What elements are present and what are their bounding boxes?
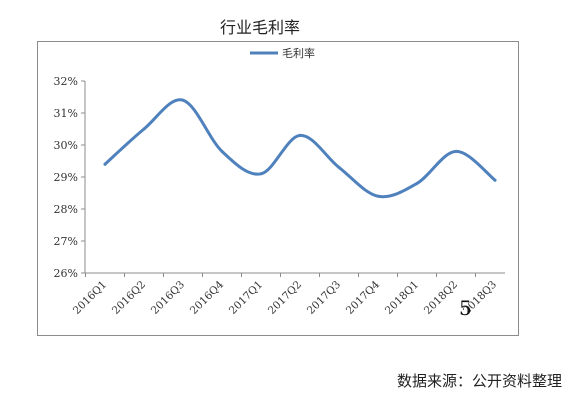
chart-legend: 毛利率 bbox=[250, 46, 315, 60]
data-point bbox=[337, 165, 341, 169]
page-number: 5 bbox=[459, 296, 472, 320]
y-tick-label: 27% bbox=[54, 235, 78, 248]
data-point bbox=[298, 133, 302, 137]
x-tick-label: 2017Q4 bbox=[344, 278, 382, 316]
chart-frame bbox=[37, 41, 519, 336]
data-point bbox=[493, 178, 497, 182]
data-point bbox=[142, 127, 146, 131]
x-tick-label: 2017Q1 bbox=[227, 279, 265, 317]
data-point bbox=[220, 149, 224, 153]
x-tick-label: 2017Q3 bbox=[305, 279, 343, 317]
data-point bbox=[454, 149, 458, 153]
data-point bbox=[181, 98, 185, 102]
y-tick-label: 29% bbox=[54, 171, 78, 184]
y-tick-label: 31% bbox=[54, 107, 78, 120]
y-tick-label: 30% bbox=[54, 139, 78, 152]
y-tick-label: 26% bbox=[54, 267, 78, 280]
y-axis-ticks: 26% 27% 28% 29% 30% 31% 32% bbox=[54, 75, 85, 280]
x-tick-label: 2016Q3 bbox=[149, 279, 187, 317]
series-line-gross-margin bbox=[103, 98, 497, 199]
chart-axes bbox=[84, 81, 505, 274]
x-tick-label: 2018Q2 bbox=[422, 279, 460, 317]
data-point bbox=[376, 194, 380, 198]
y-tick-label: 32% bbox=[54, 75, 78, 88]
y-tick-label: 28% bbox=[54, 203, 78, 216]
x-tick-label: 2016Q1 bbox=[71, 279, 109, 317]
series-group bbox=[103, 98, 497, 199]
x-tick-label: 2017Q2 bbox=[266, 279, 304, 317]
data-point bbox=[103, 162, 107, 166]
x-tick-label: 2016Q2 bbox=[110, 279, 148, 317]
data-point bbox=[259, 172, 263, 176]
x-tick-label: 2016Q4 bbox=[188, 278, 226, 316]
x-axis-ticks: 2016Q1 2016Q2 2016Q3 2016Q4 2017Q1 2017Q2 2017… bbox=[71, 273, 499, 317]
legend-label: 毛利率 bbox=[282, 46, 315, 60]
x-tick-label: 2018Q1 bbox=[383, 279, 421, 317]
data-point bbox=[415, 181, 419, 185]
page-title: 行业毛利率 bbox=[219, 18, 300, 37]
source-note: 数据来源：公开资料整理 bbox=[396, 372, 562, 390]
